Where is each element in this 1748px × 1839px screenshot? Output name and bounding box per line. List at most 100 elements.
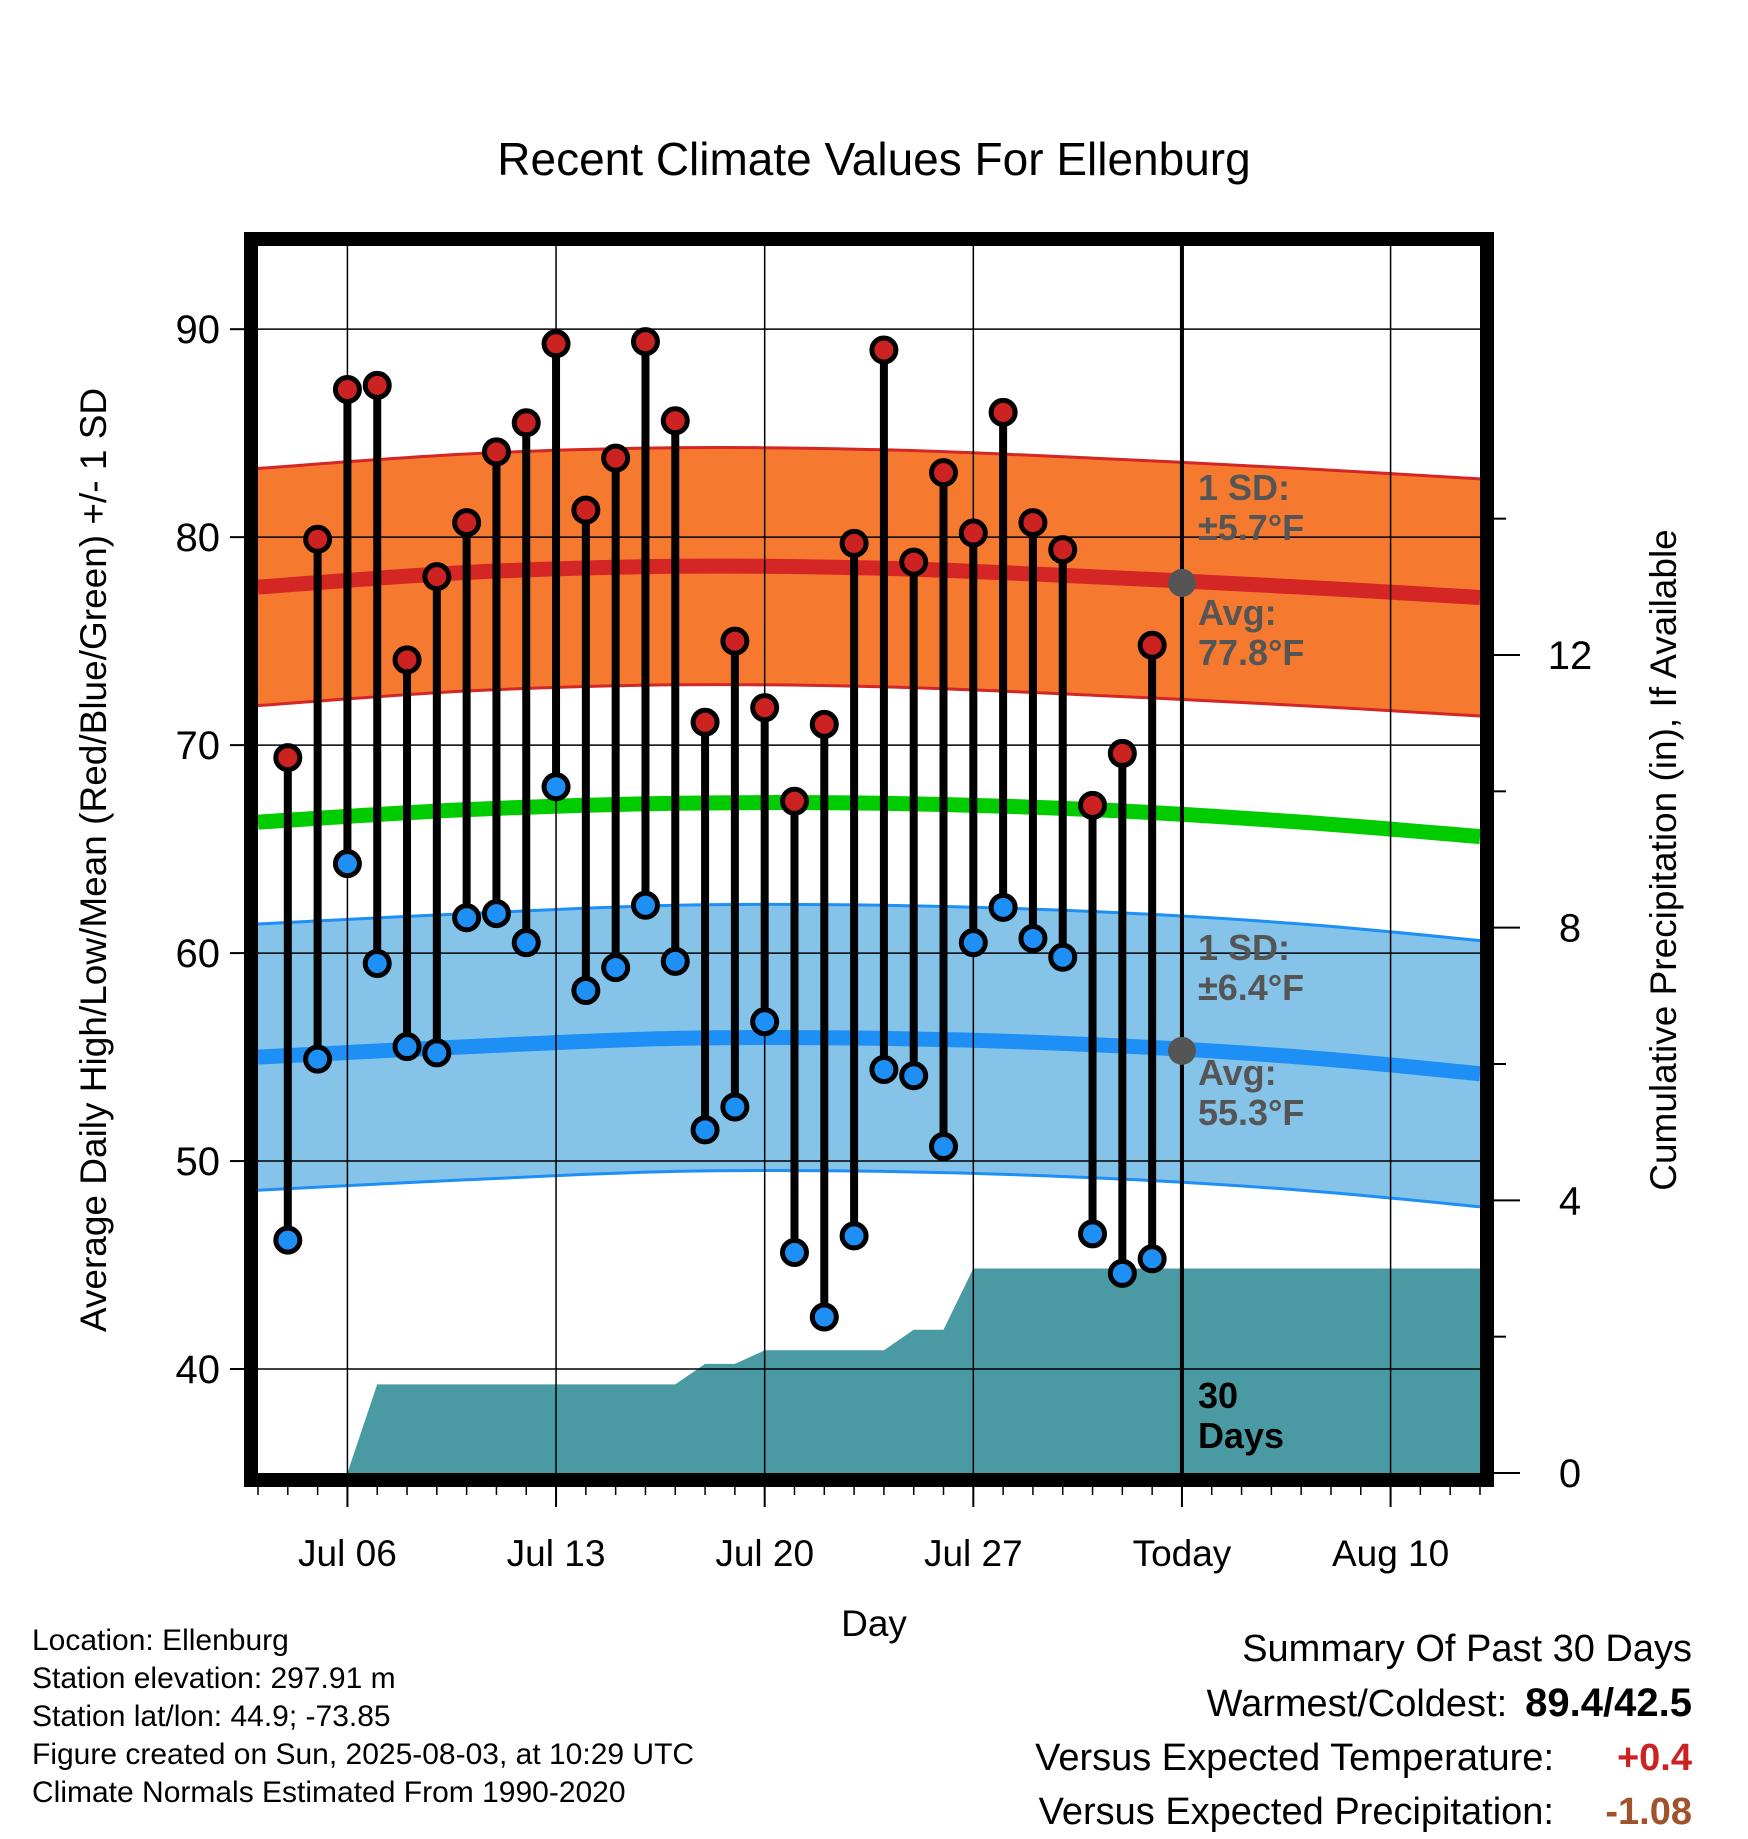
y-tick-label: 80 <box>176 516 221 560</box>
y-tick-label: 50 <box>176 1140 221 1184</box>
daily-high-point <box>422 562 452 592</box>
daily-high-point <box>750 693 780 723</box>
latlon-text: Station lat/lon: 44.9; -73.85 <box>32 1700 391 1733</box>
y-axis-left-label: Average Daily High/Low/Mean (Red/Blue/Gr… <box>73 388 114 1332</box>
daily-high-point <box>1048 535 1078 565</box>
plot-frame <box>244 232 1494 1487</box>
daily-high-point <box>839 528 869 558</box>
daily-high-point <box>1018 508 1048 538</box>
daily-high-point <box>303 524 333 554</box>
daily-high-point <box>1137 630 1167 660</box>
y-right-tick-label: 0 <box>1559 1452 1581 1496</box>
daily-low-point <box>303 1044 333 1074</box>
daily-high-point <box>452 508 482 538</box>
daily-high-point <box>869 335 899 365</box>
x-tick-label: Aug 10 <box>1332 1533 1449 1574</box>
high-sd-annotation: 1 SD: <box>1198 467 1290 508</box>
daily-low-point <box>452 903 482 933</box>
daily-high-point <box>332 374 362 404</box>
daily-high-point <box>690 707 720 737</box>
daily-high-point <box>273 743 303 773</box>
daily-low-point <box>899 1061 929 1091</box>
daily-low-point <box>1137 1244 1167 1274</box>
high-sd-annotation: ±5.7°F <box>1198 507 1304 548</box>
warm-cold-row: Warmest/Coldest: 89.4/42.5 <box>1035 1676 1692 1731</box>
daily-high-point <box>392 645 422 675</box>
daily-high-point <box>362 370 392 400</box>
summary-heading: Summary Of Past 30 Days <box>1242 1628 1692 1670</box>
daily-high-point <box>899 547 929 577</box>
daily-low-point <box>481 899 511 929</box>
daily-low-point <box>362 948 392 978</box>
y-right-tick-label: 12 <box>1548 634 1593 678</box>
chart-title: Recent Climate Values For Ellenburg <box>497 133 1250 185</box>
warm-cold-label: Warmest/Coldest: <box>1206 1683 1508 1725</box>
daily-low-point <box>1078 1219 1108 1249</box>
daily-high-point <box>571 495 601 525</box>
x-tick-label: Jul 13 <box>507 1533 606 1574</box>
x-tick-label: Jul 27 <box>924 1533 1023 1574</box>
daily-high-point <box>1078 790 1108 820</box>
daily-high-point <box>958 518 988 548</box>
daily-low-point <box>1107 1258 1137 1288</box>
daily-low-point <box>541 772 571 802</box>
daily-high-point <box>1107 738 1137 768</box>
daily-low-point <box>511 928 541 958</box>
high-avg-annotation: Avg: <box>1198 592 1277 633</box>
precip-row: Versus Expected Precipitation: -1.08 <box>1035 1785 1692 1839</box>
y-right-tick-label: 4 <box>1559 1179 1581 1223</box>
daily-low-point <box>630 890 660 920</box>
high-avg-annotation: 77.8°F <box>1198 632 1304 673</box>
daily-high-point <box>720 626 750 656</box>
created-text: Figure created on Sun, 2025-08-03, at 10… <box>32 1738 695 1771</box>
low-sd-annotation: ±6.4°F <box>1198 967 1304 1008</box>
daily-low-point <box>779 1238 809 1268</box>
elevation-text: Station elevation: 297.91 m <box>32 1662 396 1695</box>
daily-low-point <box>988 892 1018 922</box>
y-tick-label: 70 <box>176 724 221 768</box>
high-sd-band <box>258 447 1480 716</box>
days-annotation: Days <box>1198 1415 1284 1456</box>
daily-low-point <box>660 946 690 976</box>
daily-low-point <box>720 1092 750 1122</box>
y-axis-right-label: Cumulative Precipitation (in), If Availa… <box>1643 529 1684 1191</box>
daily-low-point <box>332 849 362 879</box>
daily-high-point <box>809 709 839 739</box>
low-avg-annotation: 55.3°F <box>1198 1092 1304 1133</box>
y-tick-label: 90 <box>176 308 221 352</box>
daily-low-point <box>929 1131 959 1161</box>
low-sd-band <box>258 904 1480 1207</box>
daily-high-point <box>660 406 690 436</box>
daily-low-point <box>422 1038 452 1068</box>
precip-area <box>347 1268 1480 1473</box>
low-sd-band-lower-edge <box>257 1169 1481 1209</box>
daily-high-point <box>988 397 1018 427</box>
y-right-tick-label: 8 <box>1559 907 1581 951</box>
temp-row: Versus Expected Temperature: +0.4 <box>1035 1731 1692 1785</box>
x-axis-label: Day <box>841 1603 907 1644</box>
daily-high-point <box>630 327 660 357</box>
normal-mean-line <box>257 795 1481 845</box>
daily-low-point <box>690 1115 720 1145</box>
daily-low-point <box>601 953 631 983</box>
daily-low-point <box>869 1055 899 1085</box>
daily-low-point <box>750 1007 780 1037</box>
daily-low-point <box>958 928 988 958</box>
station-info: Location: Ellenburg Station elevation: 2… <box>32 1622 694 1812</box>
daily-low-point <box>1018 924 1048 954</box>
daily-low-point <box>273 1225 303 1255</box>
precip-value: -1.08 <box>1605 1791 1692 1833</box>
precip-label: Versus Expected Precipitation: <box>1038 1791 1554 1833</box>
x-tick-label: Jul 20 <box>715 1533 814 1574</box>
today-low-avg-point <box>1167 1036 1196 1065</box>
x-tick-label: Today <box>1133 1533 1232 1574</box>
daily-low-point <box>809 1302 839 1332</box>
daily-high-point <box>779 786 809 816</box>
daily-low-point <box>1048 942 1078 972</box>
days-annotation: 30 <box>1198 1375 1238 1416</box>
warm-cold-value: 89.4/42.5 <box>1525 1681 1692 1725</box>
daily-high-point <box>601 443 631 473</box>
y-tick-label: 40 <box>176 1348 221 1392</box>
x-tick-label: Jul 06 <box>298 1533 397 1574</box>
